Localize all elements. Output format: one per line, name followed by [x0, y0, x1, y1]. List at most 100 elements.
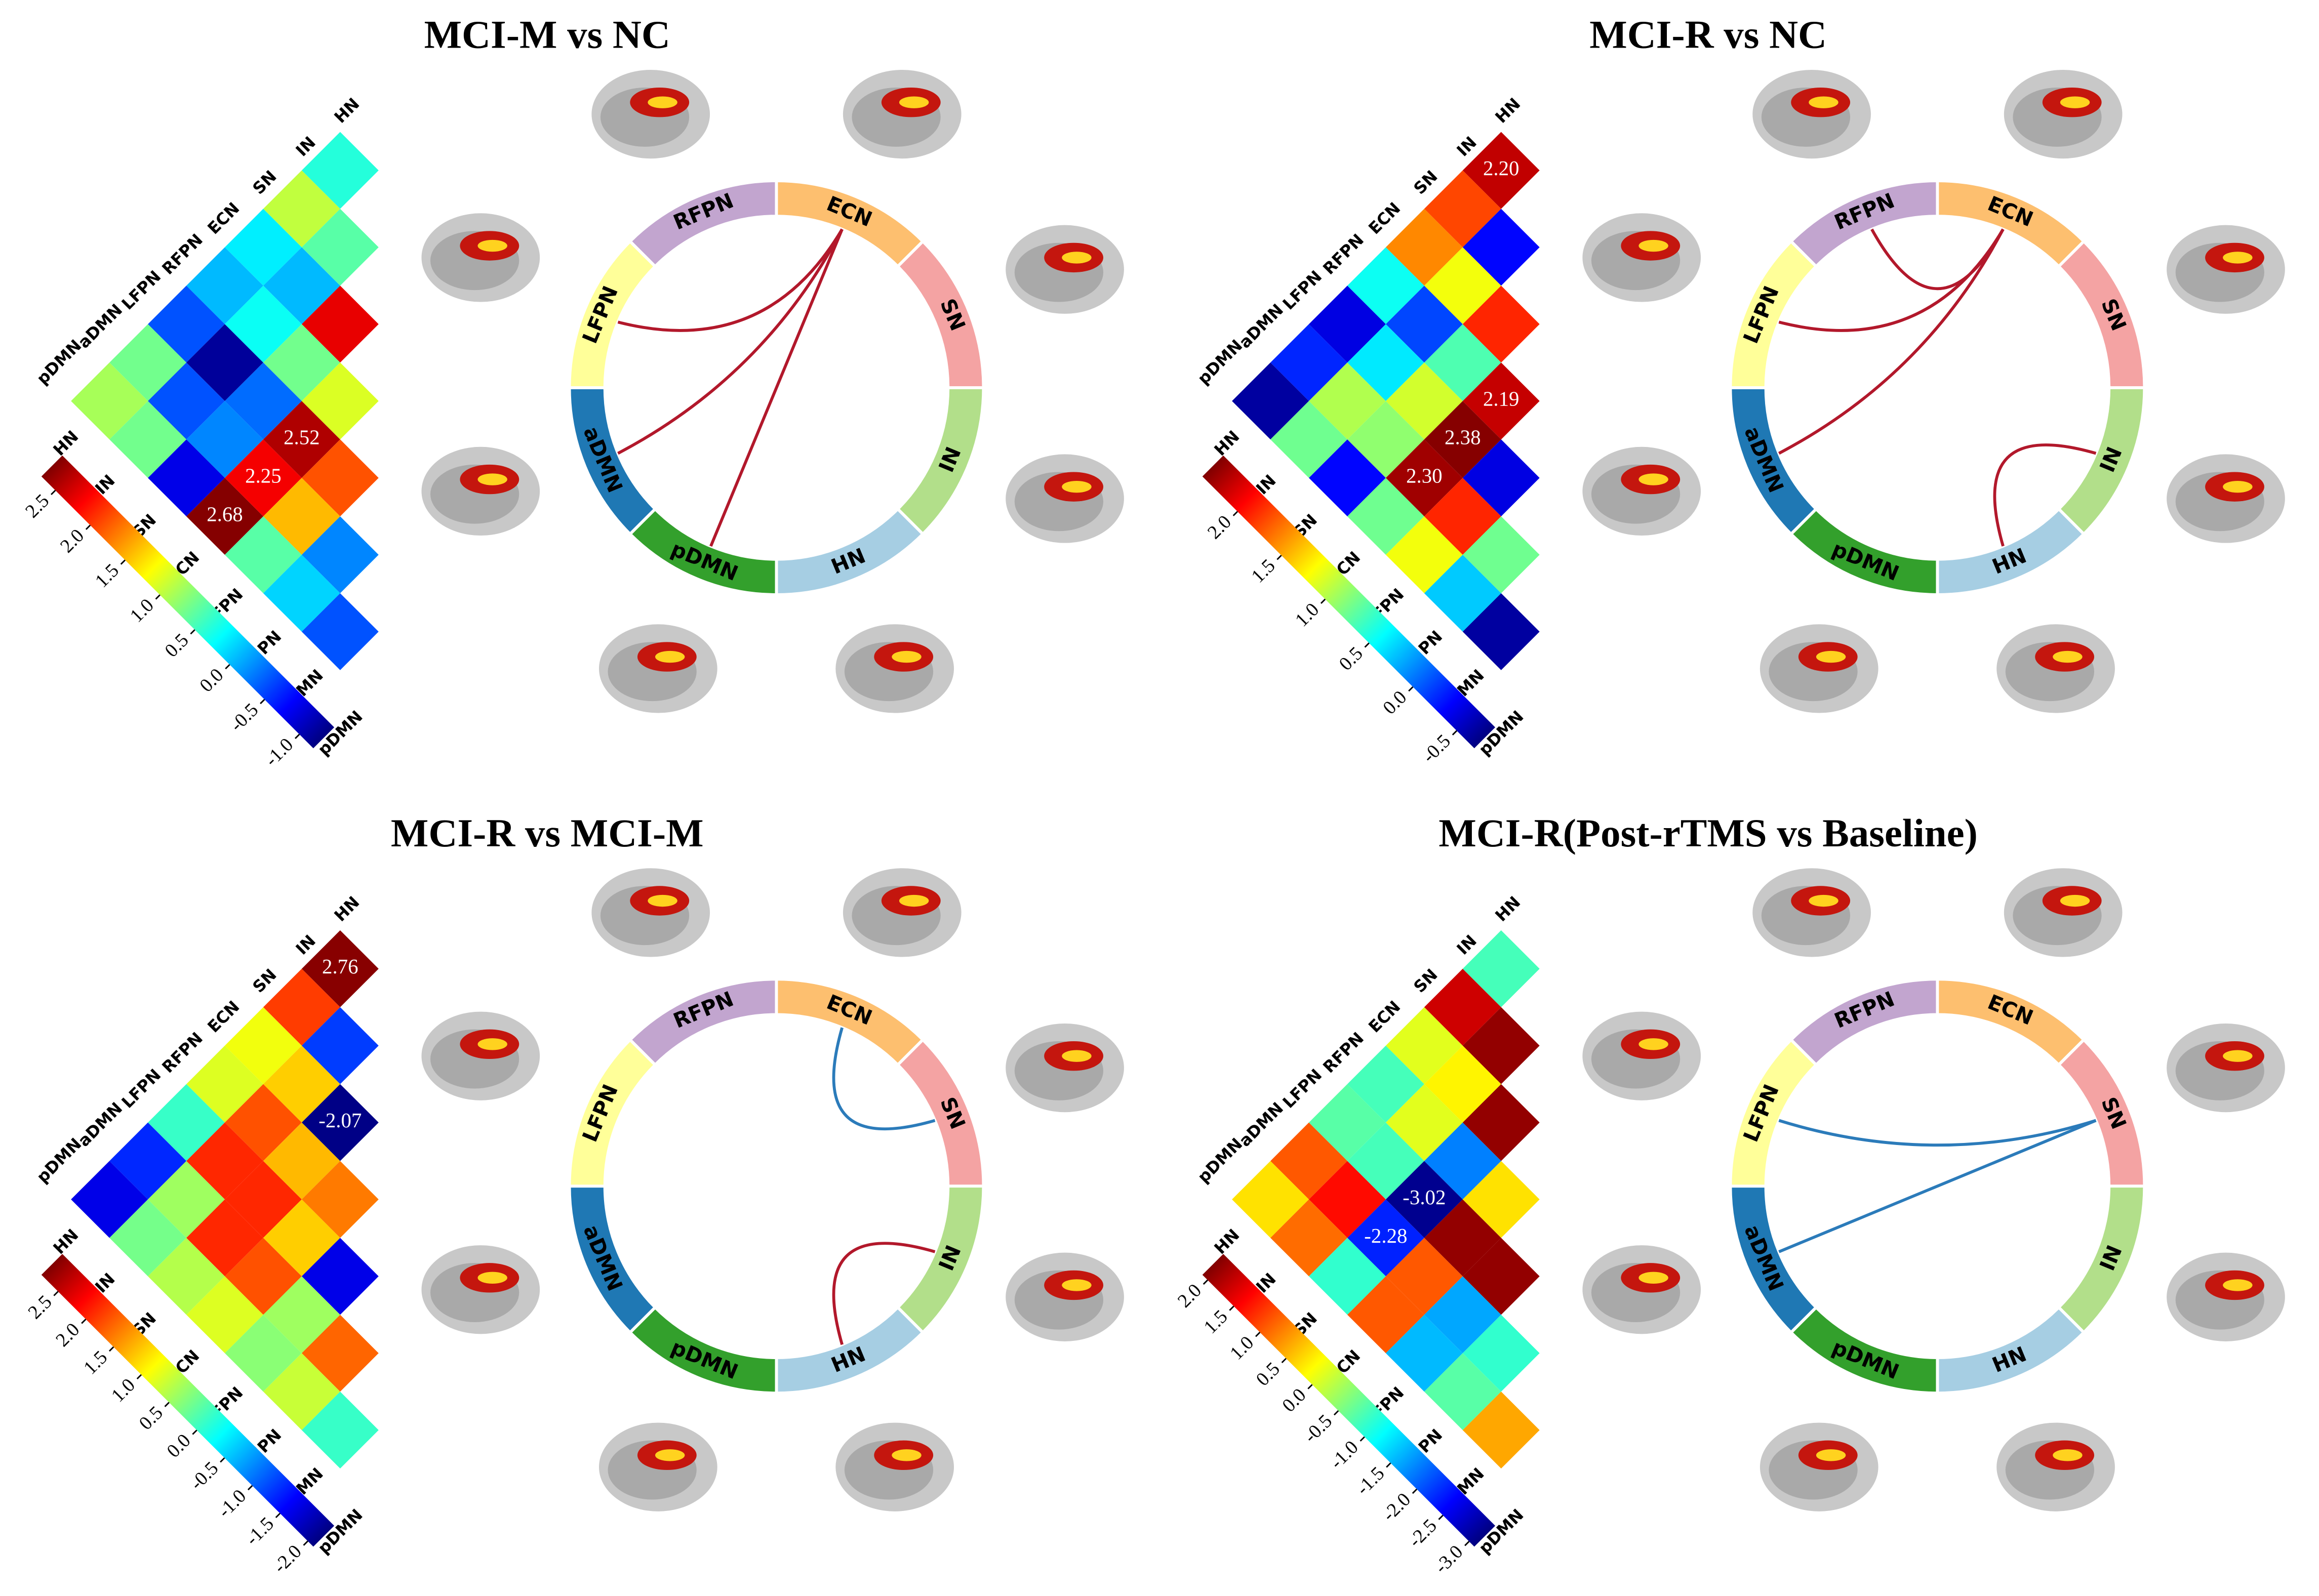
- brain-image: [598, 1422, 717, 1511]
- column-label: IN: [1453, 133, 1481, 160]
- colorbar-tick: [164, 1402, 170, 1407]
- activation-peak: [1638, 239, 1668, 252]
- brain-image: [421, 1245, 540, 1334]
- chord-segment: [568, 1037, 658, 1188]
- brain-image: [2004, 868, 2123, 957]
- value-label: 2.25: [245, 465, 282, 487]
- colorbar-tick: [192, 1429, 197, 1435]
- row-label: HN: [1210, 427, 1243, 460]
- colorbar-tick: [275, 1512, 281, 1519]
- brain-image: [1582, 213, 1701, 302]
- heatmap-cell: [1462, 1392, 1540, 1469]
- colorbar-tick: [1412, 1488, 1418, 1494]
- colorbar-tick-label: 0.0: [1278, 1384, 1310, 1416]
- colorbar-tick: [1408, 686, 1414, 692]
- colorbar-tick: [1386, 1462, 1391, 1468]
- column-label: HN: [331, 94, 364, 127]
- colorbar-tick: [225, 664, 230, 670]
- brain-image: [2167, 225, 2285, 314]
- colorbar-tick-label: 1.5: [1247, 555, 1279, 587]
- chord-link: [709, 228, 844, 547]
- heatmap-cell: [301, 1084, 379, 1161]
- colorbar-tick-label: -0.5: [1300, 1410, 1336, 1447]
- colorbar-tick-label: 1.0: [107, 1374, 139, 1406]
- brain-image: [1582, 446, 1701, 536]
- colorbar-tick-label: 1.5: [91, 560, 123, 592]
- chord-link: [1993, 443, 2097, 547]
- chord-link: [832, 1242, 936, 1345]
- activation-peak: [2223, 252, 2253, 264]
- panel: MCI-R vs NC2.202.192.382.30HNHNININSNSNE…: [1194, 13, 2285, 767]
- colorbar-tick-label: 2.5: [21, 490, 53, 522]
- colorbar-tick-label: 2.0: [1174, 1280, 1206, 1312]
- value-label: 2.19: [1483, 388, 1520, 411]
- column-label: LFPN: [1279, 267, 1326, 314]
- colorbar-tick: [1255, 1332, 1261, 1337]
- colorbar-tick-label: 1.0: [126, 595, 158, 627]
- panel-title: MCI-R vs NC: [1589, 13, 1827, 57]
- activation-peak: [2053, 650, 2083, 663]
- value-label: -2.07: [318, 1109, 362, 1132]
- brain-image: [591, 868, 710, 957]
- colorbar-gradient: [1202, 1254, 1496, 1547]
- row-label: HN: [50, 427, 83, 460]
- brain-image: [2167, 454, 2285, 543]
- value-label: 2.20: [1483, 157, 1520, 180]
- colorbar-tick: [85, 524, 91, 530]
- heatmap-cell: [1309, 439, 1386, 517]
- brain-image: [1752, 69, 1871, 159]
- colorbar-tick-label: -0.5: [1418, 730, 1455, 767]
- row-label: HN: [1210, 1225, 1243, 1258]
- column-label: LFPN: [118, 267, 165, 314]
- colorbar-tick-label: 1.5: [79, 1346, 111, 1378]
- brain-image: [2004, 69, 2123, 159]
- activation-peak: [2223, 480, 2253, 493]
- activation-peak: [648, 894, 677, 907]
- panel-title: MCI-R(Post-rTMS vs Baseline): [1438, 811, 1977, 855]
- activation-peak: [1816, 1449, 1846, 1461]
- colorbar-tick-label: -3.0: [1430, 1541, 1467, 1578]
- activation-peak: [648, 96, 677, 108]
- column-label: IN: [292, 133, 319, 160]
- column-label: LFPN: [1279, 1065, 1326, 1112]
- heatmap-cell: [301, 1392, 379, 1469]
- column-label: ECN: [1365, 198, 1404, 238]
- colorbar-tick-label: -2.0: [269, 1541, 306, 1577]
- column-label: SN: [249, 965, 280, 996]
- value-label: 2.52: [284, 426, 320, 449]
- colorbar-tick: [108, 1346, 114, 1352]
- colorbar-tick: [1360, 1436, 1365, 1442]
- colorbar-tick-label: 1.0: [1226, 1332, 1258, 1364]
- colorbar-tick: [220, 1457, 225, 1463]
- column-label: aDMN: [1235, 1098, 1287, 1151]
- colorbar-gradient: [1202, 455, 1496, 749]
- colorbar-tick: [1232, 511, 1238, 516]
- value-label: 2.38: [1445, 426, 1481, 449]
- column-label: SN: [249, 167, 280, 198]
- activation-peak: [477, 239, 507, 252]
- value-label: 2.68: [207, 503, 243, 525]
- brain-image: [2167, 1023, 2285, 1113]
- colorbar-gradient: [41, 1254, 335, 1547]
- column-label: RFPN: [1319, 230, 1368, 278]
- activation-peak: [892, 1449, 922, 1461]
- chord-segment: [1729, 1037, 1818, 1188]
- column-label: HN: [1491, 94, 1524, 127]
- panel: MCI-R(Post-rTMS vs Baseline) -3.02 -2.28 HN…: [1174, 811, 2285, 1578]
- column-label: ECN: [1365, 997, 1404, 1037]
- brain-image: [598, 624, 717, 713]
- brain-image: [2167, 1252, 2285, 1341]
- chord-link: [1778, 1119, 2097, 1253]
- brain-image: [1006, 225, 1124, 314]
- colorbar-tick: [120, 559, 126, 565]
- brain-image: [1752, 868, 1871, 957]
- column-label: RFPN: [158, 230, 207, 278]
- value-label: 2.30: [1406, 465, 1443, 487]
- activation-peak: [1638, 1272, 1668, 1284]
- chord-link: [1778, 1119, 2097, 1147]
- colorbar-tick: [303, 1540, 308, 1546]
- colorbar-tick: [1307, 1384, 1313, 1389]
- activation-peak: [1062, 480, 1092, 493]
- colorbar-tick-label: 0.5: [161, 629, 192, 661]
